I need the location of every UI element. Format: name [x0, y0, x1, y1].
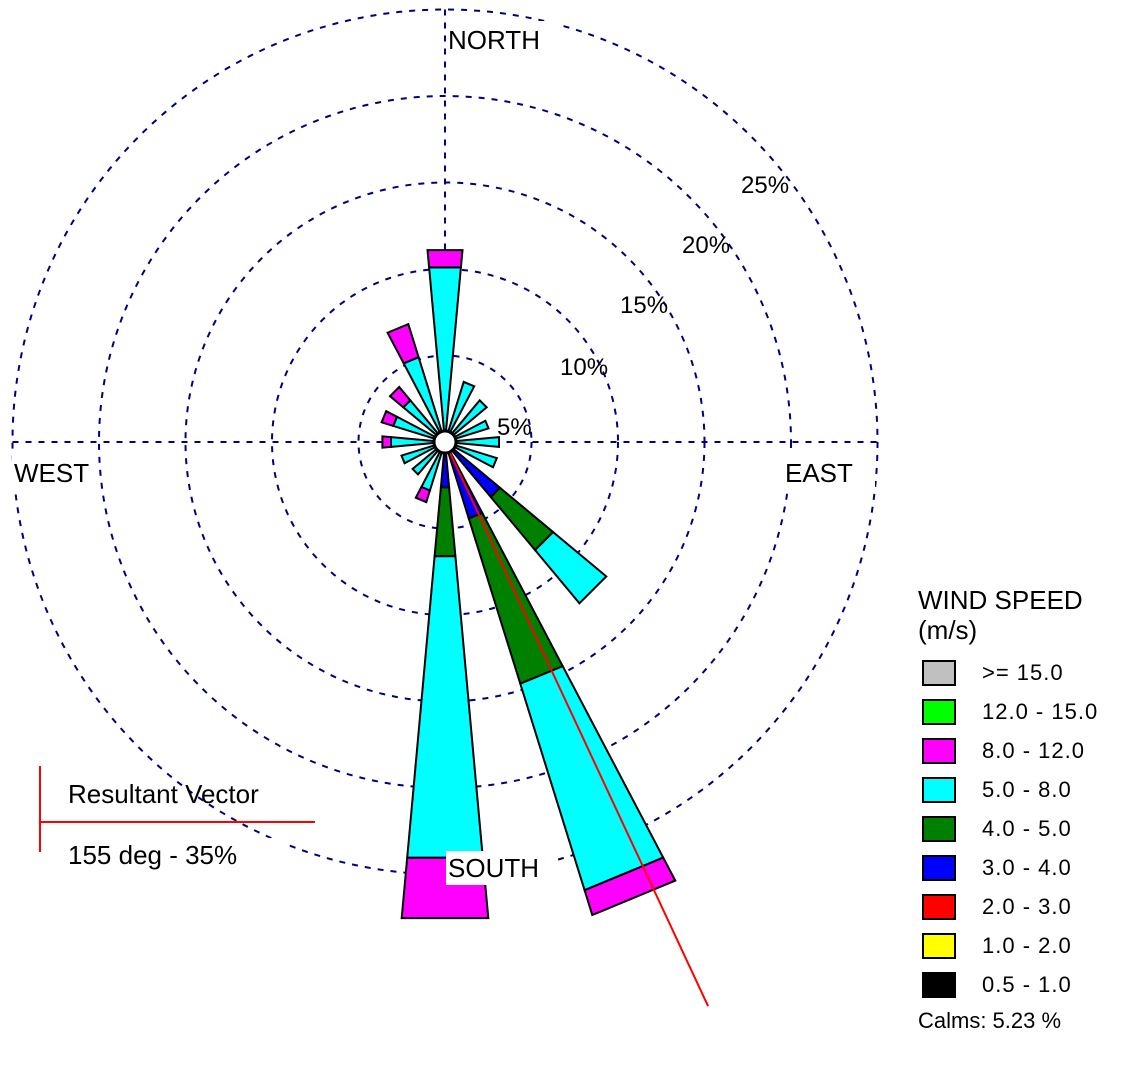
resultant-vector: [444, 441, 710, 1007]
legend-swatch: [922, 815, 956, 842]
ring-label-25: 25%: [741, 172, 789, 199]
wind-speed-legend: WIND SPEED (m/s) >= 15.0 12.0 - 15.0 8.0 -…: [918, 585, 1142, 1034]
legend-label: 3.0 - 4.0: [982, 854, 1072, 880]
legend-entries: >= 15.0 12.0 - 15.0 8.0 - 12.0 5.0 - 8.0 4.0…: [918, 653, 1142, 1004]
petal-337.5-bin-3: [386, 322, 420, 365]
calm-circle: [432, 429, 458, 455]
petal-292.5-bin-3: [380, 409, 399, 428]
legend-label: 1.0 - 2.0: [982, 932, 1072, 958]
legend-label: 8.0 - 12.0: [982, 737, 1085, 763]
legend-entry: 2.0 - 3.0: [918, 887, 1142, 926]
legend-title: WIND SPEED: [918, 585, 1083, 615]
resultant-vector-label: Resultant Vector 155 deg - 35%: [39, 766, 315, 870]
petal-90-bin-2: [455, 436, 500, 448]
ring-label-15: 15%: [620, 292, 668, 319]
petal-270-bin-2: [390, 436, 435, 448]
petal-157.5-bin-3: [583, 856, 677, 917]
legend-entry: >= 15.0: [918, 653, 1142, 692]
petal-135-bin-2: [533, 530, 608, 605]
resultant-vector-line: [444, 441, 710, 1007]
petal-315-bin-3: [388, 385, 412, 409]
ring-20: [98, 95, 792, 789]
legend-label: 2.0 - 3.0: [982, 893, 1072, 919]
ring-10: [271, 268, 619, 616]
wind-petals: [380, 249, 677, 920]
legend-swatch: [922, 932, 956, 959]
legend-entry: 12.0 - 15.0: [918, 692, 1142, 731]
north-label: NORTH: [448, 25, 540, 55]
ring-labels: 5% 10% 15% 20% 25%: [497, 172, 789, 441]
legend-label: 12.0 - 15.0: [982, 698, 1099, 724]
petal-270-bin-3: [381, 435, 392, 449]
legend-entry: 1.0 - 2.0: [918, 926, 1142, 965]
west-label: WEST: [14, 458, 89, 488]
resultant-vector-value: 155 deg - 35%: [68, 840, 237, 870]
petal-180-bin-2: [406, 555, 484, 859]
legend-entry: 4.0 - 5.0: [918, 809, 1142, 848]
legend-swatch: [922, 737, 956, 764]
legend-label: >= 15.0: [982, 659, 1064, 685]
legend-entry: 0.5 - 1.0: [918, 965, 1142, 1004]
legend-entry: 3.0 - 4.0: [918, 848, 1142, 887]
petal-180-bin-1: [433, 486, 457, 558]
legend-entry: 8.0 - 12.0: [918, 731, 1142, 770]
legend-units: (m/s): [918, 615, 978, 645]
direction-labels: NORTH SOUTH EAST WEST: [12, 21, 875, 885]
ring-label-5: 5%: [497, 414, 532, 441]
east-label: EAST: [785, 458, 853, 488]
ring-label-10: 10%: [560, 354, 608, 381]
legend-label: 0.5 - 1.0: [982, 971, 1072, 997]
legend-swatch: [922, 698, 956, 725]
legend-swatch: [922, 893, 956, 920]
calms-text: Calms: 5.23 %: [918, 1008, 1062, 1033]
legend-swatch: [922, 854, 956, 881]
legend-entry: 5.0 - 8.0: [918, 770, 1142, 809]
resultant-vector-title: Resultant Vector: [68, 779, 259, 809]
petal-180-bin-0: [439, 452, 451, 489]
petal-202.5-bin-3: [414, 485, 432, 504]
south-label: SOUTH: [448, 853, 539, 883]
legend-label: 5.0 - 8.0: [982, 776, 1072, 802]
legend-swatch: [922, 776, 956, 803]
legend-swatch: [922, 659, 956, 686]
legend-swatch: [922, 971, 956, 998]
calm-center: [432, 429, 458, 455]
legend-label: 4.0 - 5.0: [982, 815, 1072, 841]
ring-label-20: 20%: [682, 232, 730, 259]
petal-0-bin-3: [426, 249, 464, 269]
